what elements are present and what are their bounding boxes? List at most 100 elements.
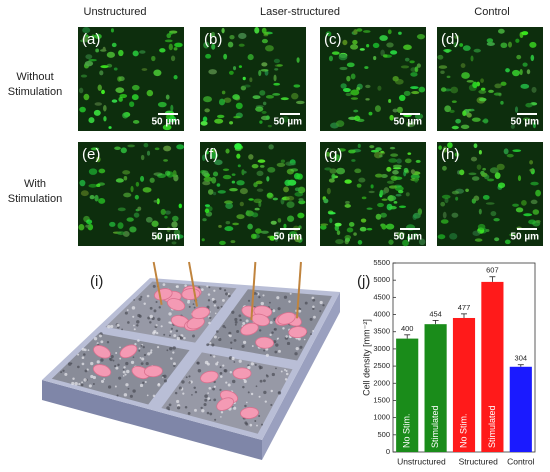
bar (452, 317, 476, 452)
cell (82, 36, 89, 42)
cell (523, 213, 533, 217)
texture (206, 411, 210, 415)
texture (109, 358, 113, 362)
cell (149, 177, 155, 183)
texture (88, 384, 92, 388)
texture (299, 345, 303, 349)
cell (440, 70, 445, 74)
scale-label: 50 µm (273, 117, 302, 128)
cell (276, 162, 286, 167)
cell (277, 218, 282, 223)
cell (171, 221, 178, 228)
y-axis-label: Cell density [mm⁻²] (361, 319, 371, 396)
cell (451, 190, 460, 195)
texture (238, 314, 242, 318)
cell (444, 197, 449, 204)
cell (286, 201, 295, 208)
cell (373, 55, 377, 61)
cell (160, 208, 166, 216)
texture (233, 406, 237, 410)
texture (207, 293, 211, 296)
texture (175, 285, 179, 289)
texture (114, 365, 117, 368)
texture (201, 409, 205, 413)
texture (271, 331, 274, 334)
texture (225, 381, 228, 384)
y-tick-label: 1500 (373, 395, 390, 404)
texture (206, 285, 209, 288)
cell (357, 240, 363, 245)
texture (122, 375, 125, 377)
texture (231, 310, 235, 314)
texture (274, 327, 277, 331)
cell (129, 101, 135, 108)
cell (261, 62, 268, 67)
structured-area (105, 281, 237, 343)
cell (102, 46, 106, 52)
texture (118, 376, 122, 380)
cell (118, 49, 124, 57)
texture (173, 362, 176, 366)
cell (173, 47, 178, 51)
cell (517, 175, 522, 182)
cell (146, 150, 151, 156)
cell (267, 167, 276, 173)
cell (113, 67, 118, 71)
texture (192, 334, 195, 338)
texture (284, 378, 288, 381)
texture (100, 358, 104, 362)
cell (237, 164, 241, 168)
texture (271, 372, 275, 377)
cell (404, 158, 412, 164)
texture (131, 306, 136, 310)
texture (216, 330, 219, 333)
cell (335, 239, 344, 245)
row-label: Stimulation (8, 86, 62, 98)
texture (152, 284, 156, 288)
texture (62, 369, 65, 372)
cell (466, 79, 474, 83)
cell (273, 82, 281, 86)
cell (103, 116, 107, 122)
cell (358, 177, 366, 183)
cell (163, 145, 172, 152)
cell (211, 43, 216, 50)
cell (95, 48, 100, 53)
cell (98, 168, 106, 174)
texture (213, 289, 216, 292)
texture (284, 368, 287, 371)
cell (470, 55, 474, 62)
cell (80, 190, 89, 197)
cell (532, 121, 537, 129)
cell (201, 238, 205, 242)
cell (344, 235, 352, 240)
cell (170, 104, 174, 112)
texture (77, 365, 80, 369)
cell (296, 57, 300, 63)
texture (310, 333, 312, 335)
texture (212, 299, 217, 304)
texture (223, 289, 227, 292)
texture (81, 362, 85, 366)
texture (133, 324, 135, 327)
cell (230, 240, 236, 244)
cell (470, 108, 475, 112)
texture (157, 317, 161, 321)
cell (202, 180, 211, 186)
texture (234, 317, 238, 322)
texture (283, 295, 288, 299)
y-tick-label: 3500 (373, 327, 390, 336)
cell (374, 173, 383, 178)
cell (235, 102, 243, 110)
texture (249, 423, 253, 427)
texture (152, 394, 156, 398)
texture (173, 364, 176, 368)
cell (276, 64, 283, 67)
texture (92, 375, 97, 380)
cell (253, 198, 262, 204)
cell (273, 58, 280, 64)
cell (272, 197, 279, 201)
texture (146, 294, 150, 298)
texture (204, 398, 208, 402)
texture (269, 321, 273, 324)
